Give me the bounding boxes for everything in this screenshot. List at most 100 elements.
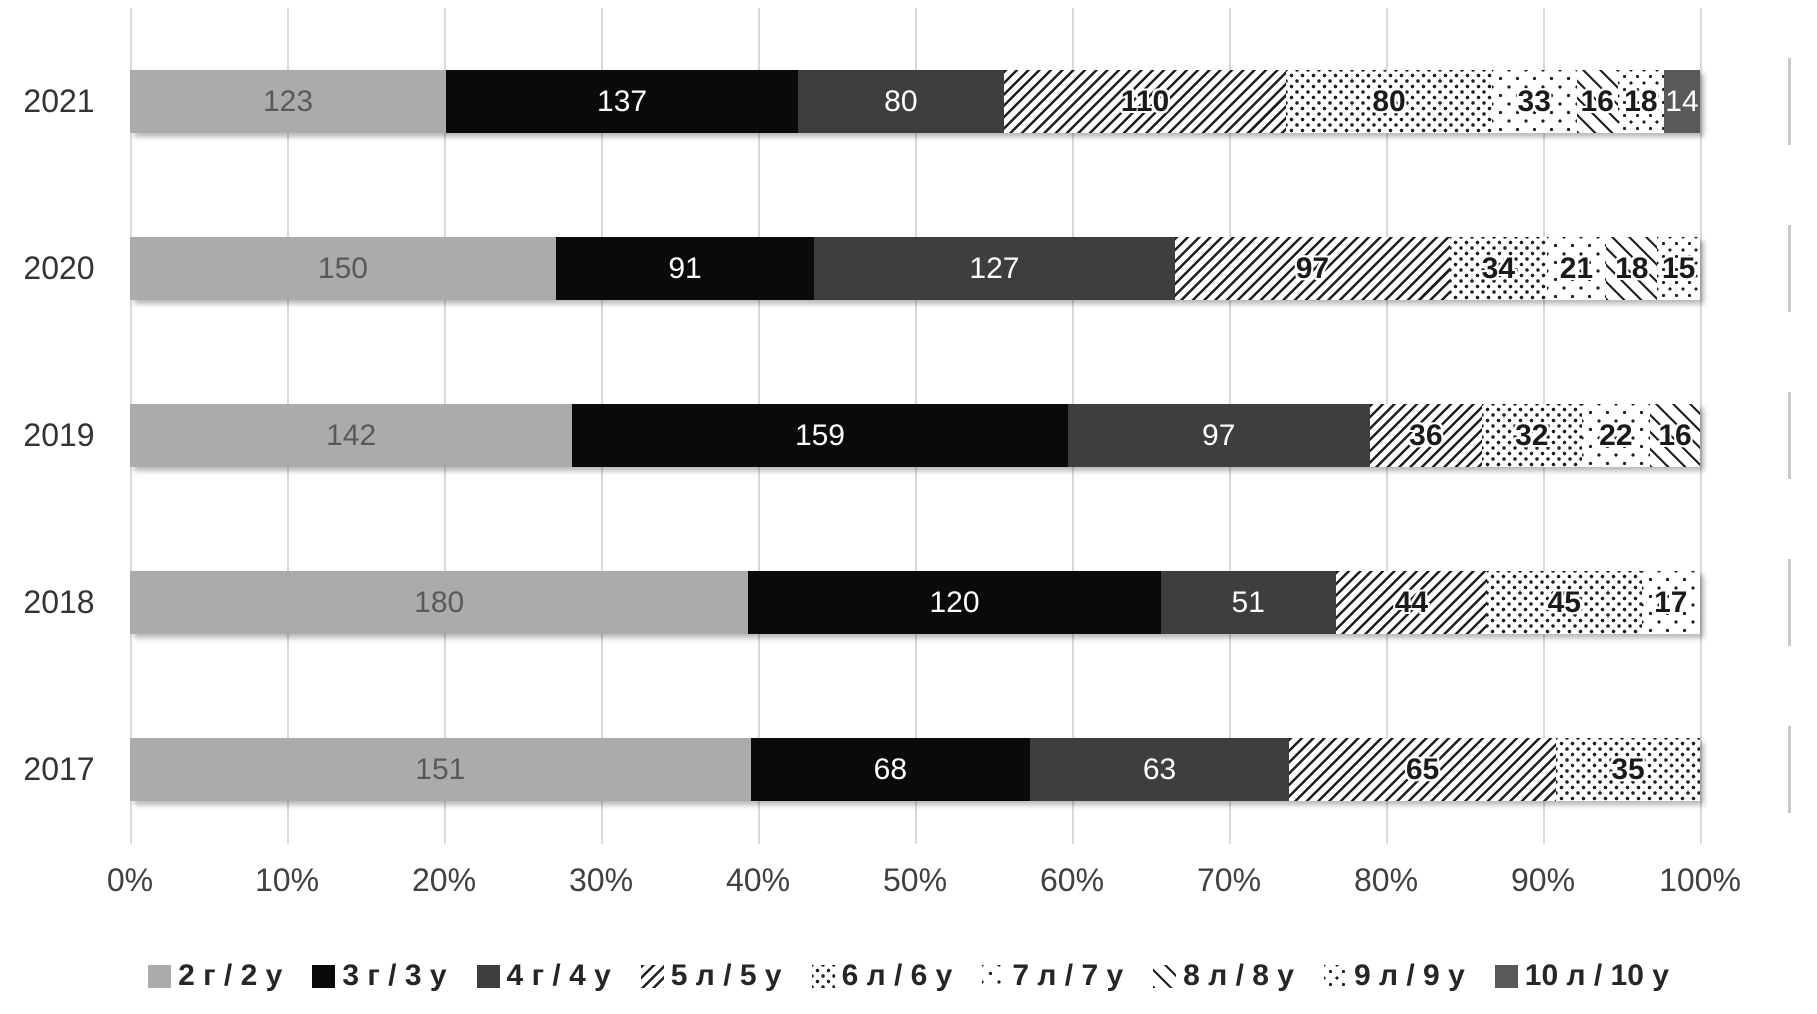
bar-row: 123 137 80 110 80 33 16 18 14 bbox=[130, 70, 1700, 133]
segment-value-label: 80 bbox=[884, 84, 918, 118]
legend-item: 8 л / 8 y bbox=[1153, 959, 1294, 993]
bar-segment: 63 bbox=[1030, 738, 1289, 801]
segment-value-label: 51 bbox=[1231, 585, 1265, 619]
bar-segment: 65 bbox=[1288, 738, 1557, 801]
bar-segment: 35 bbox=[1556, 738, 1700, 801]
legend-label: 6 л / 6 y bbox=[841, 959, 953, 992]
segment-value-label: 32 bbox=[1515, 418, 1549, 452]
segment-value-label: 34 bbox=[1481, 251, 1516, 285]
bar-segment: 18 bbox=[1617, 70, 1664, 133]
segment-value-label: 137 bbox=[597, 84, 648, 118]
year-label: 2021 bbox=[23, 83, 95, 119]
segment-value-label: 16 bbox=[1658, 418, 1692, 452]
gridline bbox=[1700, 8, 1702, 844]
bar-row: 150 91 127 97 34 21 18 15 bbox=[130, 237, 1700, 300]
legend-swatch bbox=[811, 964, 835, 988]
plot-right-tick bbox=[1788, 559, 1791, 646]
bar-segment: 15 bbox=[1657, 237, 1700, 300]
bar-segment: 151 bbox=[130, 738, 751, 801]
legend-label: 5 л / 5 y bbox=[670, 959, 782, 992]
segment-value-label: 142 bbox=[326, 418, 377, 452]
bar-row: 151 68 63 65 35 bbox=[130, 738, 1700, 801]
legend-swatch bbox=[982, 964, 1006, 988]
segment-value-label: 35 bbox=[1611, 752, 1645, 786]
legend-item: 6 л / 6 y bbox=[811, 959, 953, 993]
legend-swatch bbox=[476, 964, 500, 988]
bar-segment: 97 bbox=[1174, 237, 1451, 300]
segment-value-label: 45 bbox=[1547, 585, 1581, 619]
legend-item: 3 г / 3 y bbox=[312, 959, 447, 993]
plot-right-tick bbox=[1788, 225, 1791, 312]
x-axis-tick-label: 10% bbox=[254, 862, 320, 898]
x-axis-tick-label: 80% bbox=[1353, 862, 1419, 898]
bar-segment: 110 bbox=[1003, 70, 1287, 133]
segment-value-label: 127 bbox=[969, 251, 1020, 285]
year-label: 2020 bbox=[23, 250, 95, 286]
segment-value-label: 22 bbox=[1599, 418, 1633, 452]
legend-label: 10 л / 10 y bbox=[1524, 959, 1669, 992]
legend-swatch bbox=[148, 964, 172, 988]
segment-value-label: 17 bbox=[1654, 585, 1688, 619]
segment-value-label: 18 bbox=[1615, 251, 1649, 285]
x-axis-tick-label: 30% bbox=[568, 862, 634, 898]
bar-segment: 16 bbox=[1650, 404, 1700, 467]
legend-label: 7 л / 7 y bbox=[1012, 959, 1124, 992]
segment-value-label: 65 bbox=[1405, 752, 1440, 786]
segment-value-label: 151 bbox=[415, 752, 466, 786]
legend-item: 10 л / 10 y bbox=[1494, 959, 1669, 993]
bar-segment: 33 bbox=[1491, 70, 1577, 133]
bar-segment: 16 bbox=[1576, 70, 1618, 133]
segment-value-label: 68 bbox=[873, 752, 908, 786]
legend-label: 4 г / 4 y bbox=[506, 959, 611, 992]
bar-segment: 159 bbox=[572, 404, 1068, 467]
segment-value-label: 33 bbox=[1517, 84, 1551, 118]
plot-right-tick bbox=[1788, 726, 1791, 813]
legend-label: 8 л / 8 y bbox=[1183, 959, 1294, 992]
bar-segment: 80 bbox=[798, 70, 1004, 133]
bar-segment: 44 bbox=[1335, 571, 1487, 634]
x-axis-tick-label: 60% bbox=[1039, 862, 1105, 898]
segment-value-label: 91 bbox=[668, 251, 702, 285]
bar-segment: 142 bbox=[130, 404, 573, 467]
bar-segment: 123 bbox=[130, 70, 447, 133]
bar-segment: 137 bbox=[446, 70, 799, 133]
legend-swatch bbox=[1323, 964, 1347, 988]
segment-value-label: 14 bbox=[1665, 84, 1699, 118]
legend-swatch bbox=[640, 964, 664, 988]
segment-value-label: 63 bbox=[1142, 752, 1177, 786]
legend-item: 5 л / 5 y bbox=[640, 959, 782, 993]
segment-value-label: 180 bbox=[414, 585, 465, 619]
legend-label: 2 г / 2 y bbox=[178, 959, 283, 992]
bar-segment: 36 bbox=[1369, 404, 1482, 467]
legend-item: 4 г / 4 y bbox=[476, 959, 611, 993]
segment-value-label: 123 bbox=[262, 84, 314, 118]
x-axis-tick-label: 20% bbox=[411, 862, 477, 898]
year-label: 2019 bbox=[23, 417, 95, 453]
bar-segment: 17 bbox=[1641, 571, 1700, 634]
year-label: 2018 bbox=[23, 584, 95, 620]
x-axis-tick-label: 70% bbox=[1196, 862, 1262, 898]
bar-segment: 45 bbox=[1486, 571, 1642, 634]
legend: 2 г / 2 y 3 г / 3 y 4 г / 4 y 5 л / 5 y 6 л … bbox=[0, 944, 1817, 1008]
segment-value-label: 97 bbox=[1295, 251, 1330, 285]
bar-row: 180 120 51 44 45 17 bbox=[130, 571, 1700, 634]
bar-segment: 14 bbox=[1663, 70, 1700, 133]
x-axis-tick-label: 100% bbox=[1659, 862, 1741, 898]
segment-value-label: 97 bbox=[1202, 418, 1236, 452]
segment-value-label: 110 bbox=[1120, 84, 1170, 118]
bar-segment: 32 bbox=[1481, 404, 1582, 467]
bar-segment: 150 bbox=[130, 237, 556, 300]
x-axis-tick-label: 0% bbox=[106, 862, 154, 898]
legend-item: 9 л / 9 y bbox=[1323, 959, 1465, 993]
legend-item: 2 г / 2 y bbox=[148, 959, 282, 993]
segment-value-label: 159 bbox=[794, 418, 845, 452]
segment-value-label: 44 bbox=[1394, 585, 1429, 619]
segment-value-label: 80 bbox=[1372, 84, 1406, 118]
bar-segment: 68 bbox=[750, 738, 1031, 801]
bar-segment: 22 bbox=[1581, 404, 1651, 467]
legend-swatch bbox=[312, 964, 336, 988]
segment-value-label: 150 bbox=[317, 251, 368, 285]
x-axis-tick-label: 40% bbox=[725, 862, 791, 898]
segment-value-label: 18 bbox=[1624, 84, 1658, 118]
